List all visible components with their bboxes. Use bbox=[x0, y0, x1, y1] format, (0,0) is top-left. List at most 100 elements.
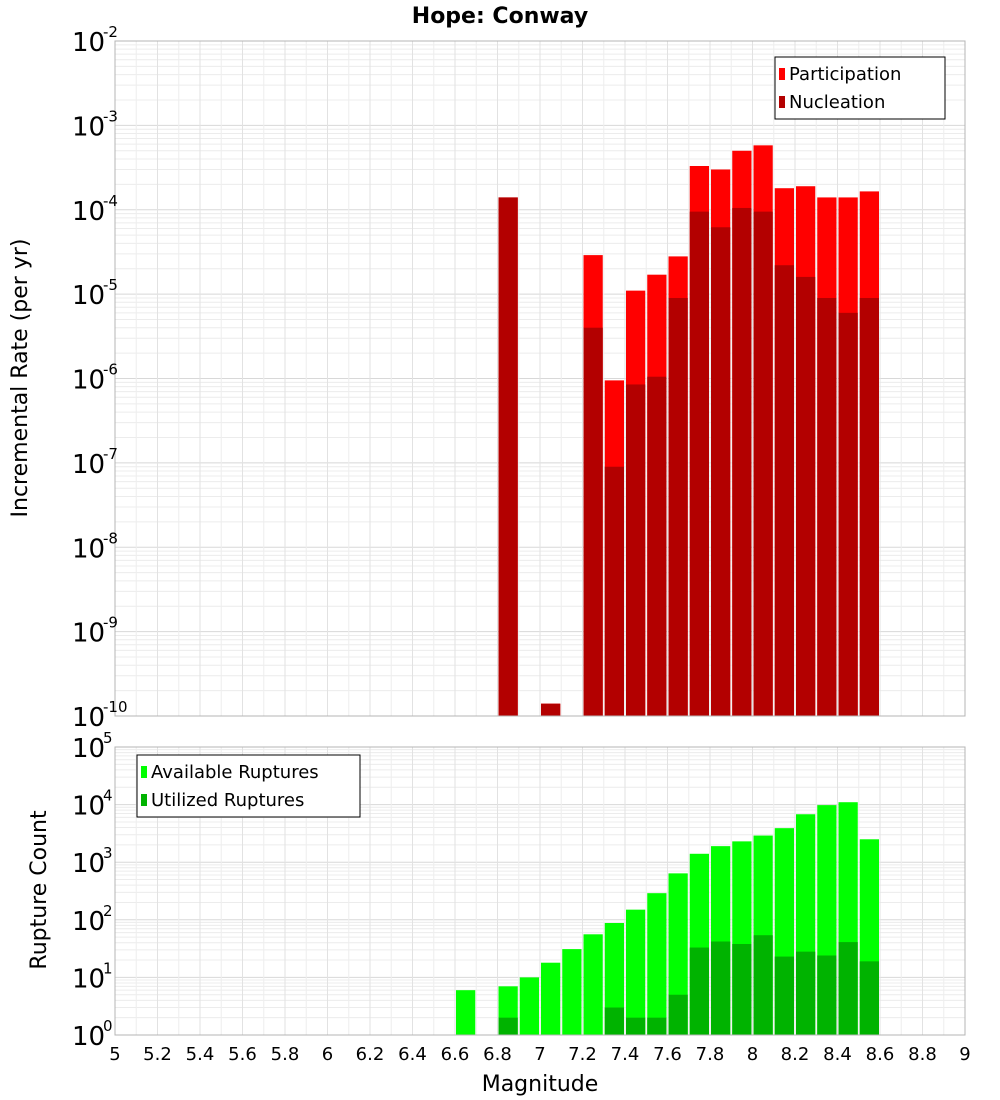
y-tick-label: 10 bbox=[72, 534, 105, 564]
x-tick-label: 7.4 bbox=[611, 1044, 640, 1065]
x-tick-label: 7.2 bbox=[568, 1044, 597, 1065]
top-y-axis-label: Incremental Rate (per yr) bbox=[8, 239, 33, 518]
bar-utilized-ruptures bbox=[838, 942, 858, 1035]
y-tick-label: 10 bbox=[72, 197, 105, 227]
y-tick-label: 10 bbox=[72, 792, 105, 822]
y-tick-exponent: 3 bbox=[103, 844, 113, 862]
y-tick-label: 10 bbox=[72, 849, 105, 879]
x-tick-label: 6.2 bbox=[356, 1044, 385, 1065]
bar-available-ruptures bbox=[541, 962, 561, 1035]
bar-nucleation bbox=[732, 207, 752, 716]
y-tick-label: 10 bbox=[72, 450, 105, 480]
bar-utilized-ruptures bbox=[668, 994, 688, 1035]
bar-nucleation bbox=[859, 297, 879, 716]
legend-box bbox=[774, 56, 946, 120]
x-tick-label: 8.2 bbox=[781, 1044, 810, 1065]
x-tick-label: 5.6 bbox=[228, 1044, 257, 1065]
x-tick-label: 9 bbox=[959, 1044, 970, 1065]
legend-label: Utilized Ruptures bbox=[151, 790, 304, 811]
y-tick-label: 10 bbox=[72, 964, 105, 994]
y-tick-exponent: -6 bbox=[103, 361, 118, 379]
bar-nucleation bbox=[541, 703, 561, 716]
y-tick-exponent: 4 bbox=[103, 787, 113, 805]
bar-utilized-ruptures bbox=[498, 1017, 518, 1035]
x-tick-label: 7.8 bbox=[696, 1044, 725, 1065]
legend: Available Ruptures Utilized Ruptures bbox=[136, 754, 361, 818]
bar-utilized-ruptures bbox=[817, 955, 837, 1035]
y-tick-label: 10 bbox=[72, 907, 105, 937]
y-tick-label: 10 bbox=[72, 28, 105, 58]
y-tick-exponent: -4 bbox=[103, 192, 118, 210]
x-tick-label: 5.2 bbox=[143, 1044, 172, 1065]
y-tick-exponent: -10 bbox=[103, 698, 128, 716]
y-tick-label: 10 bbox=[72, 734, 105, 764]
bar-nucleation bbox=[583, 327, 603, 716]
x-tick-label: 5.4 bbox=[186, 1044, 215, 1065]
bar-utilized-ruptures bbox=[604, 1007, 624, 1035]
bar-nucleation bbox=[689, 211, 709, 716]
legend-label: Participation bbox=[789, 64, 901, 85]
y-tick-label: 10 bbox=[72, 281, 105, 311]
bar-nucleation bbox=[647, 376, 667, 716]
y-tick-exponent: 5 bbox=[103, 729, 113, 747]
x-tick-label: 6 bbox=[322, 1044, 333, 1065]
x-tick-label: 8 bbox=[747, 1044, 758, 1065]
bar-available-ruptures bbox=[456, 990, 476, 1035]
y-tick-exponent: -9 bbox=[103, 614, 118, 632]
x-tick-label: 6.4 bbox=[398, 1044, 427, 1065]
bar-utilized-ruptures bbox=[711, 941, 731, 1035]
legend-box bbox=[136, 754, 361, 818]
legend-swatch bbox=[141, 794, 147, 806]
legend: Participation Nucleation bbox=[774, 56, 946, 120]
chart-title: Hope: Conway bbox=[412, 4, 588, 29]
bar-utilized-ruptures bbox=[647, 1017, 667, 1035]
y-tick-exponent: -2 bbox=[103, 23, 118, 41]
x-tick-label: 5.8 bbox=[271, 1044, 300, 1065]
bar-utilized-ruptures bbox=[753, 935, 773, 1035]
x-tick-label: 8.8 bbox=[908, 1044, 937, 1065]
bar-available-ruptures bbox=[626, 909, 646, 1035]
bar-nucleation bbox=[774, 265, 794, 716]
bar-utilized-ruptures bbox=[626, 1017, 646, 1035]
bar-utilized-ruptures bbox=[732, 944, 752, 1035]
bar-utilized-ruptures bbox=[774, 956, 794, 1035]
x-axis-label: Magnitude bbox=[482, 1072, 599, 1097]
bar-nucleation bbox=[626, 384, 646, 716]
plot-frame bbox=[114, 40, 966, 717]
bar-available-ruptures bbox=[583, 934, 603, 1035]
x-tick-label: 7.6 bbox=[653, 1044, 682, 1065]
x-tick-label: 8.4 bbox=[823, 1044, 852, 1065]
bar-available-ruptures bbox=[647, 893, 667, 1035]
bar-nucleation bbox=[817, 297, 837, 716]
bar-available-ruptures bbox=[604, 922, 624, 1035]
legend-swatch bbox=[779, 96, 785, 108]
y-tick-label: 10 bbox=[72, 703, 105, 733]
bar-utilized-ruptures bbox=[689, 947, 709, 1035]
y-tick-label: 10 bbox=[72, 112, 105, 142]
legend-swatch bbox=[141, 766, 147, 778]
x-tick-label: 7 bbox=[534, 1044, 545, 1065]
legend-swatch bbox=[779, 68, 785, 80]
y-tick-label: 10 bbox=[72, 366, 105, 396]
y-tick-exponent: -8 bbox=[103, 529, 118, 547]
y-tick-exponent: -7 bbox=[103, 445, 118, 463]
legend-label: Nucleation bbox=[789, 92, 885, 113]
x-tick-label: 5 bbox=[109, 1044, 120, 1065]
x-tick-label: 6.6 bbox=[441, 1044, 470, 1065]
bar-available-ruptures bbox=[519, 977, 539, 1035]
bar-nucleation bbox=[753, 211, 773, 716]
bottom-y-axis-label: Rupture Count bbox=[27, 810, 52, 970]
participation-panel: 10-1010-910-810-710-610-510-410-310-2Par… bbox=[72, 23, 966, 733]
x-tick-label: 8.6 bbox=[866, 1044, 895, 1065]
y-tick-label: 10 bbox=[72, 1022, 105, 1052]
bar-nucleation bbox=[604, 466, 624, 716]
bar-available-ruptures bbox=[562, 949, 582, 1035]
y-tick-exponent: 2 bbox=[103, 902, 113, 920]
bar-nucleation bbox=[838, 312, 858, 716]
legend-label: Available Ruptures bbox=[151, 762, 319, 783]
bar-nucleation bbox=[796, 276, 816, 716]
y-tick-label: 10 bbox=[72, 619, 105, 649]
y-tick-exponent: -3 bbox=[103, 107, 118, 125]
x-tick-label: 6.8 bbox=[483, 1044, 512, 1065]
